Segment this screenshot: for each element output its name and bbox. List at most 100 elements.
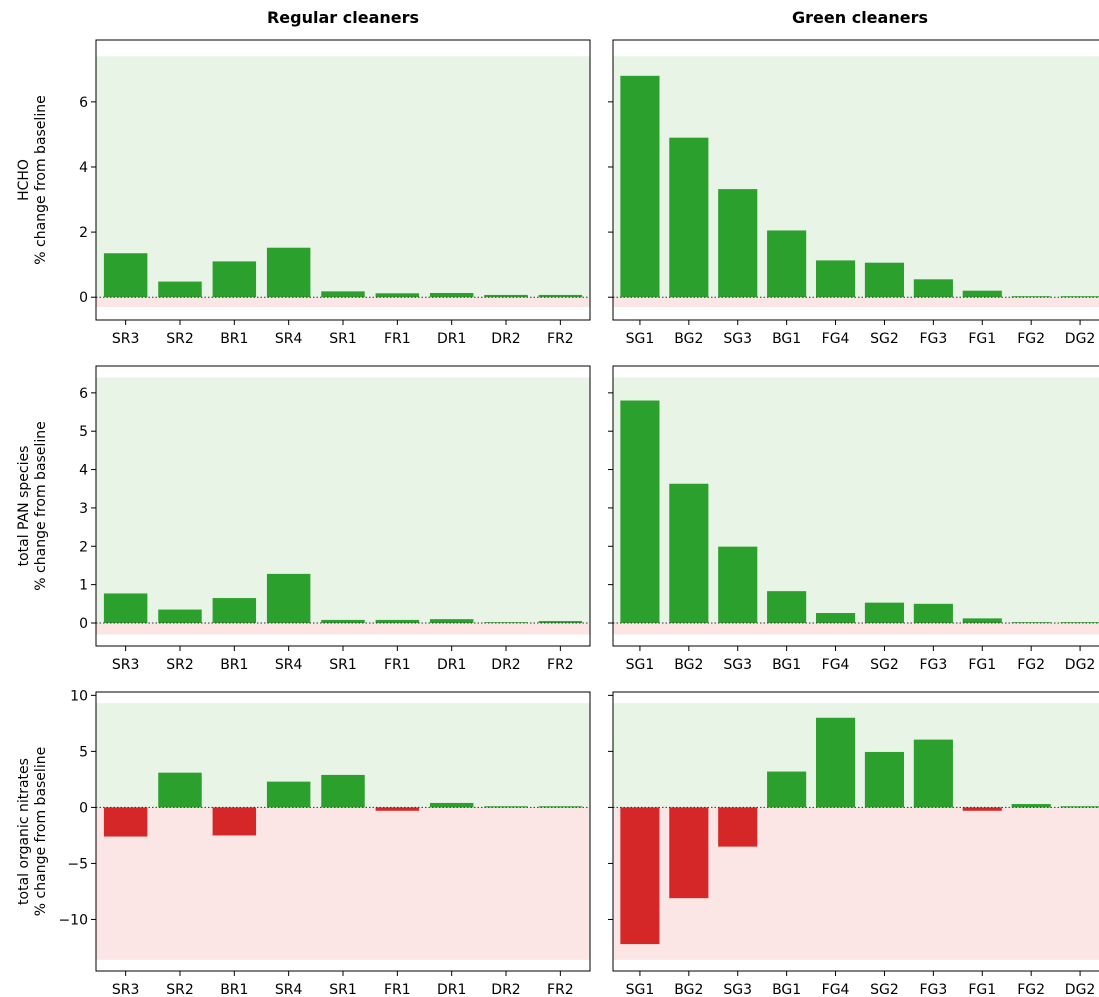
x-tick-label: SG3 [723,331,752,347]
bar-SR2 [158,281,202,298]
x-tick-label: SR1 [329,657,357,673]
x-tick-label: SG1 [626,657,655,673]
bar-SR2 [158,609,202,623]
y-tick-label: 6 [79,95,88,111]
axes-frame [612,39,1099,321]
positive-band [96,56,590,298]
x-tick-label: FG3 [919,331,947,347]
x-tick-label: DR2 [491,331,520,347]
y-tick-label: 2 [79,225,88,241]
x-tick-label: FR2 [547,982,574,997]
bar-BR1 [212,598,257,623]
y-tick-label: 0 [79,800,88,816]
bar-FG1 [962,807,1002,811]
y-axis-label: total organic nitrates% change from base… [16,747,49,916]
x-tick-label: BG2 [674,331,703,347]
y-tick-label: 2 [79,539,88,555]
y-axis-label-line: total organic nitrates [16,758,32,905]
x-tick-label: SG3 [723,982,752,997]
bar-SR1 [321,619,365,623]
x-tick-label: SR4 [275,982,303,997]
x-tick-label: SR3 [112,657,140,673]
x-tick-label: SG1 [626,982,655,997]
panel-regular-hcho: 0 2 4 6 SR3 SR2 BR1 SR4 SR1 FR1 DR1 DR2 FR2 HCHO% cha… [16,39,591,347]
bar-FG3 [913,279,953,298]
x-tick-label: SR1 [329,331,357,347]
x-tick-label: FG4 [822,331,850,347]
bar-SR3 [103,593,148,623]
x-tick-label: FG1 [968,982,996,997]
positive-band [613,703,1099,808]
bar-BR1 [212,261,257,298]
bar-SG3 [718,807,758,847]
y-tick-label: 1 [79,578,88,594]
y-tick-label: 3 [79,501,88,517]
y-tick-label: 4 [79,463,88,479]
x-tick-label: DR2 [491,657,520,673]
x-tick-label: FR1 [384,982,411,997]
bar-BR1 [212,807,257,836]
bar-SR3 [103,807,148,837]
x-tick-label: FG3 [919,657,947,673]
y-tick-label: 5 [79,744,88,760]
y-axis-label-line: % change from baseline [33,421,49,590]
panel-regular-pan: 0 1 2 3 4 5 6 SR3 SR2 BR1 SR4 SR1 FR1 DR1 DR2 FR2 total … [16,365,591,673]
y-tick-label: −5 [67,856,88,872]
x-tick-label: FG2 [1017,657,1045,673]
bar-DR2 [484,806,528,808]
bar-FR1 [375,619,420,623]
x-tick-label: FR1 [384,657,411,673]
x-tick-label: BR1 [220,331,248,347]
positive-band [96,377,590,623]
x-tick-label: DG2 [1065,982,1096,997]
y-tick-label: 4 [79,160,88,176]
x-tick-label: BR1 [220,982,248,997]
x-tick-label: DG2 [1065,331,1096,347]
x-tick-label: FR2 [547,657,574,673]
bar-SG2 [864,751,905,808]
x-tick-label: SG3 [723,657,752,673]
bar-FG4 [815,260,856,298]
x-tick-label: DG2 [1065,657,1096,673]
bar-SG3 [718,189,758,298]
bar-FG3 [913,739,953,808]
x-tick-label: SR3 [112,982,140,997]
bar-SR2 [158,772,202,808]
bar-BG2 [669,483,709,623]
x-tick-label: BG2 [674,982,703,997]
x-tick-label: SG1 [626,331,655,347]
column-title-green: Green cleaners [792,8,928,27]
x-tick-label: FG2 [1017,331,1045,347]
negative-band [96,297,590,307]
x-tick-label: FR2 [547,331,574,347]
x-tick-label: FG1 [968,331,996,347]
x-tick-label: BG1 [772,982,801,997]
bar-FG2 [1011,622,1051,624]
x-tick-label: SG2 [870,982,899,997]
bar-SR4 [266,573,311,623]
bar-SG2 [864,602,905,623]
y-tick-label: −10 [58,912,88,928]
bar-DR1 [429,619,474,623]
bar-FG1 [962,290,1002,298]
x-tick-label: DR1 [437,331,466,347]
x-tick-label: FG3 [919,982,947,997]
x-tick-label: DR1 [437,657,466,673]
y-axis-label-line: % change from baseline [33,95,49,264]
y-axis-label: HCHO% change from baseline [16,95,49,264]
bar-FR2 [538,294,583,298]
bar-SG3 [718,546,758,623]
y-axis-label-line: HCHO [16,159,32,201]
bar-FG2 [1011,804,1051,808]
bar-DG2 [1060,806,1099,808]
bar-BG1 [767,771,807,808]
bar-SG1 [620,75,660,298]
bar-SR1 [321,774,365,808]
bar-FG4 [815,613,856,623]
bar-FR1 [375,807,420,811]
bar-FG2 [1011,296,1051,298]
bar-BG1 [767,230,807,298]
x-tick-label: FG1 [968,657,996,673]
x-tick-label: BG2 [674,657,703,673]
